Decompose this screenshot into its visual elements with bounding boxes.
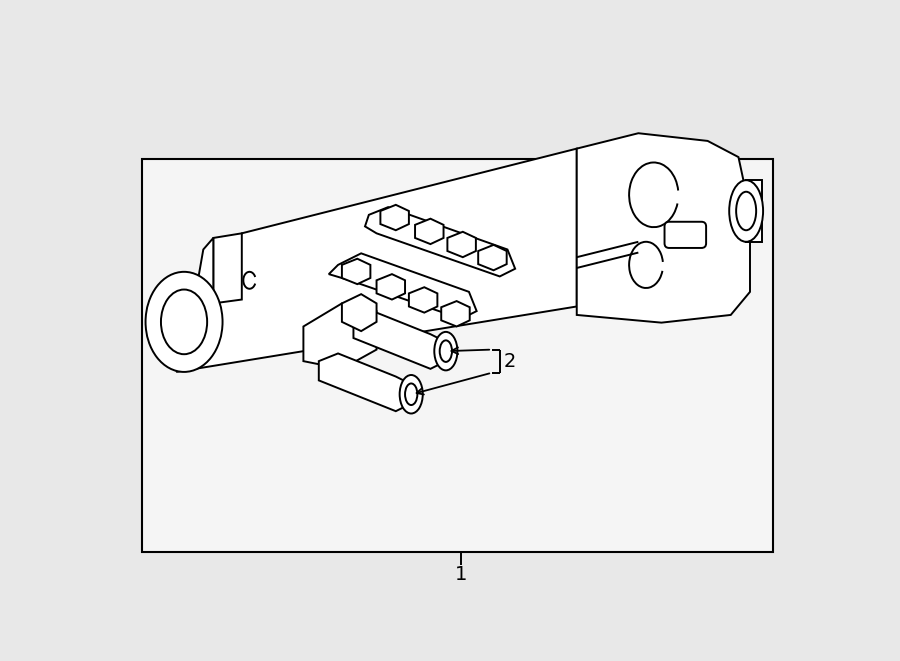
Ellipse shape — [146, 272, 222, 372]
Polygon shape — [365, 207, 515, 276]
Text: 2: 2 — [504, 352, 516, 371]
Polygon shape — [381, 205, 409, 230]
Polygon shape — [376, 274, 405, 299]
Polygon shape — [441, 301, 470, 327]
Ellipse shape — [435, 332, 457, 370]
Text: 1: 1 — [455, 565, 467, 584]
Ellipse shape — [400, 375, 423, 414]
Polygon shape — [415, 219, 444, 244]
Ellipse shape — [736, 192, 756, 230]
Polygon shape — [328, 253, 477, 319]
Polygon shape — [354, 311, 446, 369]
Ellipse shape — [161, 290, 207, 354]
FancyBboxPatch shape — [664, 222, 707, 248]
Ellipse shape — [729, 180, 763, 242]
Polygon shape — [577, 134, 750, 323]
Polygon shape — [319, 354, 411, 411]
Ellipse shape — [405, 383, 418, 405]
Polygon shape — [409, 288, 437, 313]
Polygon shape — [342, 294, 376, 331]
Polygon shape — [447, 232, 476, 257]
Polygon shape — [342, 258, 371, 284]
Polygon shape — [303, 303, 376, 369]
Polygon shape — [746, 180, 761, 242]
Bar — [141, 159, 773, 552]
Polygon shape — [176, 149, 577, 372]
Polygon shape — [213, 233, 242, 303]
Ellipse shape — [440, 340, 452, 362]
Polygon shape — [198, 238, 213, 315]
Polygon shape — [478, 245, 507, 270]
